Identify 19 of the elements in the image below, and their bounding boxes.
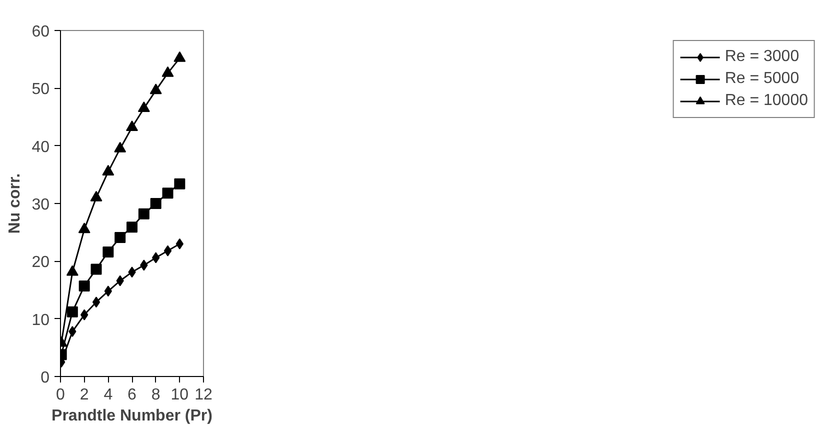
y-tick-label: 20 [32,254,50,272]
legend-label: Re = 10000 [724,92,808,110]
y-tick-label: 30 [32,196,50,214]
y-tick-label: 0 [40,370,50,386]
y-tick-label: 50 [32,81,50,98]
x-tick-label: 0 [56,386,66,404]
y-tick-label: 40 [32,138,50,156]
x-tick-label: 2 [80,386,89,404]
x-axis-title: Prandtle Number (Pr) [52,408,212,424]
legend-label: Re = 5000 [724,70,800,88]
y-tick-label: 60 [32,24,50,40]
legend-label: Re = 3000 [724,48,800,66]
x-tick-label: 6 [128,386,137,404]
x-tick-label: 8 [151,386,160,404]
x-tick-label: 10 [170,386,189,404]
y-axis-title: Nu corr. [6,173,24,234]
x-tick-label: 4 [104,386,113,404]
y-tick-label: 10 [32,312,50,329]
x-tick-label: 12 [194,386,212,404]
